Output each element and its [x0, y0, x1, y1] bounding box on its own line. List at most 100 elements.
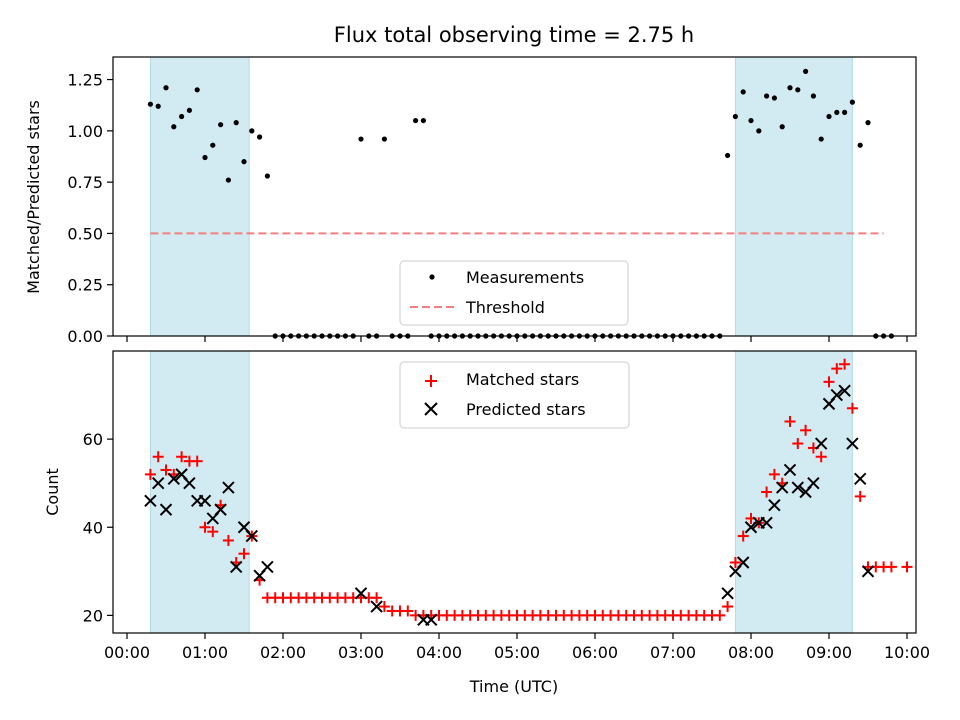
matched-star-point — [402, 605, 414, 617]
matched-star-point — [144, 468, 156, 480]
measurement-point — [413, 117, 419, 124]
measurement-point — [810, 93, 817, 99]
y-tick-label: 0.25 — [67, 276, 103, 295]
legend-marker-predicted — [424, 402, 438, 416]
matched-star-point — [839, 358, 851, 370]
y-tick-label: 20 — [83, 606, 103, 625]
predicted-star-point — [861, 565, 875, 578]
predicted-star-point — [838, 384, 851, 397]
measurement-point — [420, 117, 426, 124]
predicted-star-point — [736, 556, 750, 569]
predicted-star-point — [830, 388, 844, 402]
predicted-star-point — [768, 499, 781, 512]
predicted-star-point — [807, 476, 820, 490]
shaded-interval-1 — [149, 350, 250, 634]
chart-title: Flux total observing time = 2.75 h — [334, 23, 694, 47]
measurement-point — [787, 85, 793, 91]
x-tick-label: 09:00 — [806, 643, 852, 662]
matched-star-point — [199, 521, 211, 533]
measurement-point — [155, 103, 161, 109]
predicted-star-point — [760, 516, 773, 530]
measurement-point — [179, 113, 185, 120]
measurement-point — [795, 87, 801, 93]
measurement-point — [225, 177, 231, 183]
measurement-point — [249, 128, 255, 134]
y-tick-label: 1.00 — [67, 122, 103, 141]
predicted-star-point — [159, 503, 173, 516]
predicted-star-point — [245, 529, 259, 543]
ratio-y-axis-label: Matched/Predicted stars — [24, 100, 43, 294]
x-tick-label: 01:00 — [182, 643, 228, 662]
matched-star-point — [815, 451, 827, 463]
shaded-interval-1 — [149, 56, 250, 337]
measurement-point — [756, 128, 762, 134]
predicted-star-point — [814, 437, 828, 450]
matched-star-point — [800, 424, 812, 436]
x-tick-label: 06:00 — [572, 643, 618, 662]
measurement-point — [748, 117, 754, 124]
measurement-point — [163, 85, 169, 91]
matched-star-point — [160, 464, 172, 476]
x-tick-label: 07:00 — [650, 643, 696, 662]
matched-star-point — [714, 609, 726, 621]
matched-star-point — [792, 438, 804, 450]
predicted-star-point — [167, 472, 181, 485]
predicted-star-point — [370, 600, 383, 613]
legend-label-measurements: Measurements — [466, 268, 584, 287]
measurement-point — [865, 120, 871, 126]
count-legend: Matched stars Predicted stars — [399, 361, 630, 429]
predicted-star-point — [783, 463, 797, 477]
measurement-point — [257, 134, 263, 140]
predicted-star-point — [744, 521, 758, 534]
y-tick-label: 40 — [83, 518, 103, 537]
predicted-star-point — [222, 481, 235, 494]
matched-star-point — [152, 451, 164, 463]
matched-star-point — [737, 530, 749, 542]
x-tick-label: 05:00 — [494, 643, 540, 662]
matched-star-point — [238, 548, 250, 560]
y-tick-label: 0.75 — [67, 173, 103, 192]
legend-marker-matched — [425, 375, 437, 387]
measurement-point — [849, 99, 856, 105]
legend-label-matched: Matched stars — [466, 370, 579, 389]
matched-star-point — [901, 561, 913, 573]
x-tick-label: 02:00 — [260, 643, 306, 662]
measurement-point — [233, 120, 239, 126]
ratio-panel-frame — [112, 56, 917, 337]
x-tick-label: 03:00 — [338, 643, 384, 662]
matched-star-point — [846, 402, 858, 414]
measurement-point — [147, 101, 153, 107]
y-tick-label: 0.50 — [67, 224, 103, 243]
x-tick-label: 04:00 — [416, 643, 462, 662]
y-tick-label: 1.25 — [67, 71, 103, 90]
predicted-star-point — [775, 481, 789, 494]
predicted-star-point — [198, 494, 212, 508]
x-tick-label: 10:00 — [884, 643, 930, 662]
measurement-point — [241, 159, 247, 165]
y-tick-label: 0.00 — [67, 327, 103, 346]
predicted-star-point — [424, 613, 438, 626]
predicted-star-point — [721, 587, 734, 600]
matched-star-point — [831, 363, 843, 375]
predicted-star-point — [853, 472, 867, 485]
x-tick-label: 00:00 — [104, 643, 150, 662]
measurement-point — [194, 87, 200, 93]
measurement-point — [210, 142, 216, 148]
ratio-panel: 0.00 0.25 0.50 0.75 1.00 1.25 Matched/Predict… — [24, 56, 917, 346]
matched-star-point — [823, 376, 835, 388]
measurement-point — [725, 152, 731, 159]
measurement-point — [740, 89, 746, 95]
matched-star-point — [378, 601, 390, 613]
predicted-star-point — [846, 437, 859, 450]
predicted-star-point — [791, 481, 805, 494]
measurement-point — [202, 154, 208, 161]
measurement-point — [264, 173, 270, 179]
count-panel: 20 40 60 00:00 01:00 02:00 03:00 04:00 05:00 06:… — [43, 350, 930, 696]
measurement-point — [732, 113, 739, 120]
measurement-point — [764, 93, 770, 99]
matched-star-point — [176, 451, 188, 463]
matched-star-point — [768, 468, 780, 480]
measurement-point — [218, 122, 224, 128]
legend-marker-measurements — [429, 274, 435, 280]
measurement-point — [358, 136, 364, 142]
